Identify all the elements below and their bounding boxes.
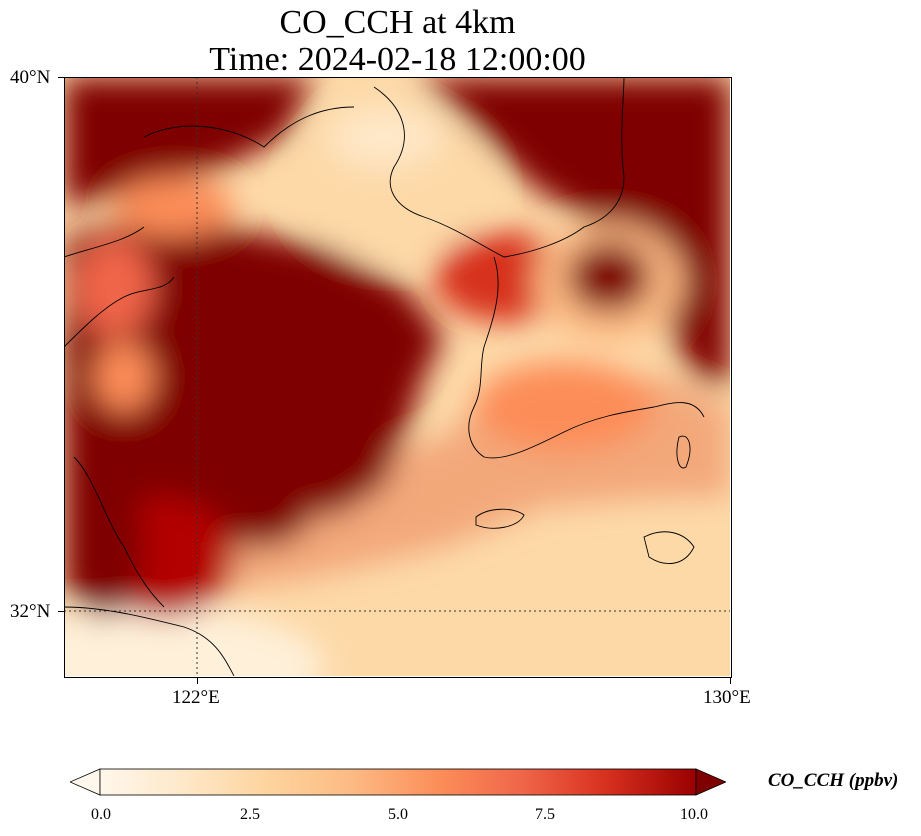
colorbar-extend-min bbox=[70, 768, 101, 796]
coastline bbox=[468, 256, 705, 459]
lon-tick-122e bbox=[197, 678, 198, 684]
lat-tick-32n bbox=[58, 611, 64, 612]
island-coastline bbox=[643, 531, 695, 564]
colorbar-gradient bbox=[99, 768, 697, 796]
coastline bbox=[143, 106, 355, 148]
field-region bbox=[329, 107, 439, 167]
colorbar-tick-label: 10.0 bbox=[680, 806, 708, 823]
lon-label-122e: 122°E bbox=[172, 687, 220, 708]
field-region bbox=[204, 467, 314, 547]
colorbar-tick-label: 7.5 bbox=[535, 806, 555, 823]
lon-tick-130e bbox=[730, 678, 731, 684]
field-region bbox=[64, 477, 144, 617]
coastlines bbox=[64, 77, 705, 676]
concentration-map bbox=[64, 77, 732, 678]
field-region bbox=[474, 362, 654, 452]
lat-label-32n: 32°N bbox=[10, 601, 51, 622]
lat-label-40n: 40°N bbox=[10, 67, 51, 88]
map-time-subtitle: Time: 2024-02-18 12:00:00 bbox=[209, 41, 586, 78]
field-region bbox=[567, 242, 651, 312]
field-region bbox=[114, 177, 234, 237]
colorbar-extend-max bbox=[695, 768, 726, 796]
field-region bbox=[414, 77, 730, 387]
colorbar bbox=[70, 768, 726, 796]
colorbar-tick-label: 2.5 bbox=[240, 806, 260, 823]
field-region bbox=[64, 77, 314, 207]
field-region bbox=[64, 607, 324, 676]
island-coastline bbox=[676, 435, 691, 469]
lat-tick-40n bbox=[58, 77, 64, 78]
map-title: CO_CCH at 4km bbox=[279, 4, 516, 41]
coastline bbox=[64, 226, 145, 258]
coastline bbox=[64, 276, 175, 348]
coastline bbox=[64, 606, 235, 676]
colorbar-tick-label: 0.0 bbox=[91, 806, 111, 823]
field-region bbox=[74, 237, 154, 337]
lon-label-130e: 130°E bbox=[703, 687, 751, 708]
coastline bbox=[73, 456, 165, 608]
colorbar-tick-label: 5.0 bbox=[388, 806, 408, 823]
colorbar-title: CO_CCH (ppbv) bbox=[768, 770, 899, 791]
island-coastline bbox=[475, 508, 525, 529]
coastline bbox=[373, 77, 625, 258]
field-region bbox=[94, 342, 154, 412]
